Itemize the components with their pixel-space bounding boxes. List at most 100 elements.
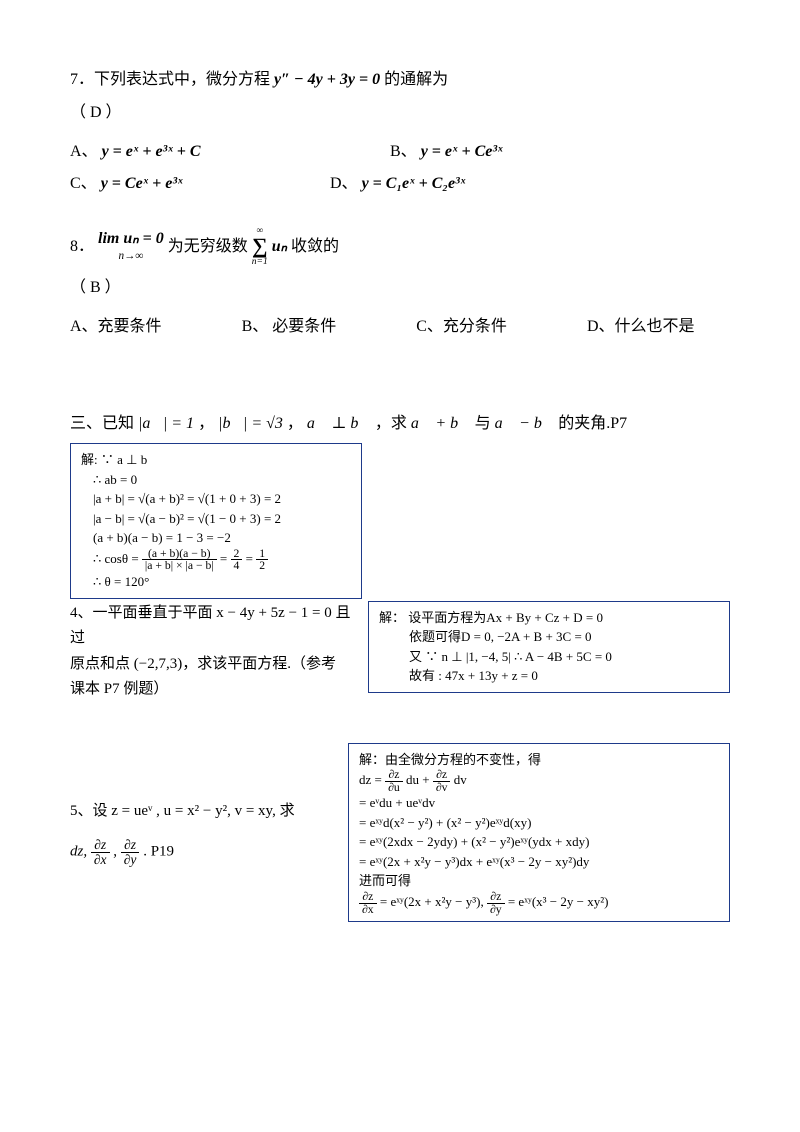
sol5-p2d: ∂y xyxy=(487,904,505,916)
q4-l1: 4、一平面垂直于平面 x − 4y + 5z − 1 = 0 且过 xyxy=(70,601,352,652)
sol5-p2n: ∂z xyxy=(487,891,505,904)
q7-stem-text: 7．下列表达式中，微分方程 xyxy=(70,71,270,88)
sol5-l1: 解：由全微分方程的不变性，得 xyxy=(359,750,719,770)
q7-row1: A、 y = eˣ + e³ˣ + C B、 y = eˣ + Ce³ˣ xyxy=(70,138,730,165)
q8-optC: C、充分条件 xyxy=(416,313,507,340)
q3-stem: 三、已知 |a⃗| = 1 ， |b⃗| = √3 ， a⃗ ⊥ b⃗ ，求 a… xyxy=(70,410,730,437)
sol5-p1n: ∂z xyxy=(359,891,377,904)
q7-row2: C、 y = Ceˣ + e³ˣ D、 y = C₁eˣ + C₂e³ˣ xyxy=(70,170,730,197)
sol5-l2b: du + xyxy=(406,772,433,787)
q7-optA-label: A、 xyxy=(70,143,98,160)
sol5-f1d: ∂u xyxy=(385,782,403,794)
q5-p1n: ∂z xyxy=(91,838,110,853)
sol3-l1: 解: ∵ a ⊥ b xyxy=(81,450,351,470)
sol4-l4: 故有 : 47x + 13y + z = 0 xyxy=(379,666,719,686)
sol5-l2: dz = ∂z∂u du + ∂z∂v dv xyxy=(359,769,719,793)
q8-sum: ∞ ∑ n=1 xyxy=(252,227,268,268)
q7-optB: B、 y = eˣ + Ce³ˣ xyxy=(390,138,503,165)
sol5-l8c: = eˣʸ(x³ − 2y − xy²) xyxy=(508,894,609,909)
q4-l2: 原点和点 (−2,7,3)，求该平面方程.（参考 xyxy=(70,652,352,678)
solution3-box: 解: ∵ a ⊥ b ∴ ab = 0 |a + b| = √(a + b)² … xyxy=(70,443,362,598)
sol5-l5: = eˣʸ(2xdx − 2ydy) + (x² − y²)eˣʸ(ydx + … xyxy=(359,832,719,852)
q8-answer: （ B ） xyxy=(70,274,730,301)
q8-sumbot: n=1 xyxy=(252,258,268,268)
q5-dz: dz, xyxy=(70,844,87,860)
q5-p1d: ∂x xyxy=(91,853,110,867)
q3-diff: a⃗ − b⃗ xyxy=(495,415,555,432)
sol5-p1d: ∂x xyxy=(359,904,377,916)
q7-optC-eq: y = Ceˣ + e³ˣ xyxy=(101,175,183,192)
sol5-l2a: dz = xyxy=(359,772,385,787)
q7-answer: （ D ） xyxy=(70,99,730,126)
sol3-l7: ∴ θ = 120° xyxy=(81,572,351,592)
q8-un: uₙ xyxy=(272,238,287,255)
sol3-l6a: ∴ cosθ = xyxy=(93,551,142,566)
sol5-f2n: ∂z xyxy=(433,769,451,782)
q5-l1: 5、设 z = ueᵛ , u = x² − y², v = xy, 求 xyxy=(70,799,332,825)
q5-comma: , xyxy=(113,844,117,860)
sol4-l3: 又 ∵ n ⊥ |1, −4, 5| ∴ A − 4B + 5C = 0 xyxy=(379,647,719,667)
sol3-l4: |a − b| = √(a − b)² = √(1 − 0 + 3) = 2 xyxy=(81,509,351,529)
sol3-l6den: |a + b| × |a − b| xyxy=(142,560,217,572)
q5-tail: . P19 xyxy=(143,844,174,860)
sol5-l3: = eᵛdu + ueᵛdv xyxy=(359,793,719,813)
sol5-l8b: = eˣʸ(2x + x²y − y³), xyxy=(380,894,487,909)
q7-optB-eq: y = eˣ + Ce³ˣ xyxy=(421,143,503,160)
q7-optC: C、 y = Ceˣ + e³ˣ xyxy=(70,170,290,197)
q3-sep3: ，求 xyxy=(375,415,411,432)
q8-stem: 8． lim uₙ = 0 n→∞ 为无穷级数 ∞ ∑ n=1 uₙ 收敛的 xyxy=(70,227,730,268)
q8-optD: D、什么也不是 xyxy=(587,313,695,340)
q3-a: |a⃗| = 1 xyxy=(138,415,194,432)
q8-limsub: n→∞ xyxy=(119,250,144,262)
sol5-l7: 进而可得 xyxy=(359,871,719,891)
q3-sum: a⃗ + b⃗ xyxy=(411,415,471,432)
solution5-box: 解：由全微分方程的不变性，得 dz = ∂z∂u du + ∂z∂v dv = … xyxy=(348,743,730,923)
q7-optC-label: C、 xyxy=(70,175,97,192)
sol5-l4: = eˣʸd(x² − y²) + (x² − y²)eˣʸd(xy) xyxy=(359,813,719,833)
q8-sigma: ∑ xyxy=(252,236,268,258)
sol5-f2d: ∂v xyxy=(433,782,451,794)
q7-stem: 7．下列表达式中，微分方程 y″ − 4y + 3y = 0 的通解为 xyxy=(70,66,730,93)
q5-p2d: ∂y xyxy=(121,853,140,867)
sol3-l3: |a + b| = √(a + b)² = √(1 + 0 + 3) = 2 xyxy=(81,489,351,509)
sol5-l8: ∂z∂x = eˣʸ(2x + x²y − y³), ∂z∂y = eˣʸ(x³… xyxy=(359,891,719,915)
sol3-l6c: = xyxy=(246,551,257,566)
q5-row: 5、设 z = ueᵛ , u = x² − y², v = xy, 求 dz,… xyxy=(70,743,730,923)
q7-optA-eq: y = eˣ + e³ˣ + C xyxy=(102,143,201,160)
sol5-l2c: dv xyxy=(454,772,467,787)
q7-optD-label: D、 xyxy=(330,175,358,192)
q5-l2: dz, ∂z∂x , ∂z∂y . P19 xyxy=(70,838,332,866)
q4-row: 4、一平面垂直于平面 x − 4y + 5z − 1 = 0 且过 原点和点 (… xyxy=(70,601,730,703)
q7-optD-eq: y = C₁eˣ + C₂e³ˣ xyxy=(362,175,466,192)
q3-b: |b⃗| = √3 xyxy=(218,415,283,432)
q3-perp: a⃗ ⊥ b⃗ xyxy=(307,415,371,432)
q4-text: 4、一平面垂直于平面 x − 4y + 5z − 1 = 0 且过 原点和点 (… xyxy=(70,601,352,703)
solution4-box: 解： 设平面方程为Ax + By + Cz + D = 0 依题可得D = 0,… xyxy=(368,601,730,693)
q8-mid: 为无穷级数 xyxy=(168,238,252,255)
q8-lim: lim uₙ = 0 xyxy=(98,230,164,247)
page-content: 7．下列表达式中，微分方程 y″ − 4y + 3y = 0 的通解为 （ D … xyxy=(0,0,800,962)
q3-sep1: ， xyxy=(198,415,214,432)
q7-tail: 的通解为 xyxy=(384,71,448,88)
sol3-l6: ∴ cosθ = (a + b)(a − b)|a + b| × |a − b|… xyxy=(81,548,351,572)
sol3-l2: ∴ ab = 0 xyxy=(81,470,351,490)
q5-p2n: ∂z xyxy=(121,838,140,853)
q3-and: 与 xyxy=(475,415,495,432)
q3-tail: 的夹角.P7 xyxy=(558,415,627,432)
sol3-f1d: 4 xyxy=(231,560,243,572)
q8-optB: B、 必要条件 xyxy=(242,313,337,340)
q8-tail: 收敛的 xyxy=(291,238,339,255)
sol3-l6b: = xyxy=(220,551,231,566)
q7-optB-label: B、 xyxy=(390,143,417,160)
sol4-l2: 依题可得D = 0, −2A + B + 3C = 0 xyxy=(379,627,719,647)
q7-optD: D、 y = C₁eˣ + C₂e³ˣ xyxy=(330,170,465,197)
q4-l3: 课本 P7 例题） xyxy=(70,677,352,703)
sol3-l5: (a + b)(a − b) = 1 − 3 = −2 xyxy=(81,528,351,548)
q7-eq: y″ − 4y + 3y = 0 xyxy=(274,71,380,88)
q5-text: 5、设 z = ueᵛ , u = x² − y², v = xy, 求 dz,… xyxy=(70,799,332,867)
q8-options: A、充要条件 B、 必要条件 C、充分条件 D、什么也不是 xyxy=(70,313,730,340)
sol3-f2d: 2 xyxy=(256,560,268,572)
q8-optA: A、充要条件 xyxy=(70,313,162,340)
q3-sep2: ， xyxy=(287,415,307,432)
sol4-l1: 解： 设平面方程为Ax + By + Cz + D = 0 xyxy=(379,608,719,628)
